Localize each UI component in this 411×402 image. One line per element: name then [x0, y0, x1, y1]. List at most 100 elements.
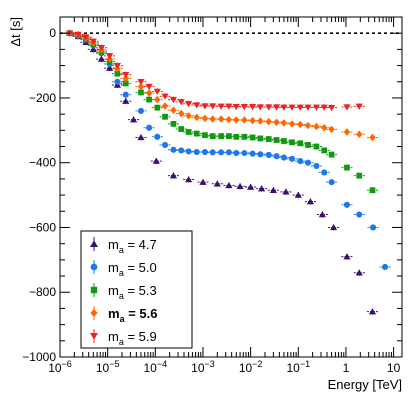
plot-frame [59, 16, 403, 358]
data-point [217, 115, 225, 123]
legend-entry-label: ma = 5.9 [108, 329, 157, 347]
y-tick-label: −800 [29, 285, 56, 299]
data-point [297, 158, 304, 165]
data-point [114, 70, 121, 77]
data-point [355, 269, 363, 276]
data-point [273, 118, 280, 127]
data-point [202, 132, 208, 139]
data-point [185, 129, 192, 135]
legend-entry-label: ma = 5.0 [108, 260, 157, 278]
data-point [343, 201, 351, 208]
data-point [106, 53, 114, 60]
data-point [129, 116, 138, 123]
data-point [273, 153, 280, 160]
data-point [153, 88, 161, 95]
data-point [122, 91, 129, 98]
data-point [328, 104, 336, 112]
data-point [193, 113, 200, 122]
data-point [343, 104, 351, 111]
data-point [89, 45, 97, 53]
data-point [209, 115, 216, 123]
data-point [306, 198, 315, 205]
data-point [328, 151, 335, 158]
data-point [305, 142, 311, 148]
data-point [321, 147, 328, 154]
data-point [225, 181, 233, 189]
data-point [282, 188, 290, 195]
data-point [114, 78, 121, 85]
data-point [257, 151, 264, 158]
data-point [249, 103, 257, 111]
data-point [369, 133, 376, 142]
data-point [233, 149, 240, 157]
data-point [272, 104, 281, 111]
y-tick-label: −400 [29, 156, 56, 170]
x-axis-label: Energy [TeV] [328, 377, 402, 392]
data-point [170, 120, 177, 127]
data-point [178, 147, 185, 154]
data-point [201, 103, 209, 110]
data-point [89, 38, 97, 45]
data-point [280, 154, 288, 161]
data-point [199, 178, 207, 185]
data-point [185, 111, 192, 120]
data-point [304, 104, 312, 111]
data-point [369, 187, 376, 194]
data-point [161, 102, 169, 110]
data-point [178, 109, 185, 118]
data-point [344, 164, 350, 171]
x-tick-label: 10−2 [239, 359, 263, 375]
data-point [304, 121, 312, 130]
legend-marker [90, 308, 98, 318]
data-point [122, 97, 130, 104]
data-point [209, 103, 217, 110]
data-point [256, 104, 264, 111]
data-point [113, 62, 121, 69]
data-point [225, 103, 233, 110]
data-point [169, 96, 178, 103]
data-point [185, 148, 192, 155]
data-point [154, 104, 161, 111]
data-point [356, 172, 363, 179]
data-point [312, 104, 321, 111]
data-point [273, 137, 280, 143]
data-point [241, 116, 248, 124]
data-point [177, 99, 185, 106]
data-point [217, 103, 225, 110]
data-point [343, 253, 351, 260]
data-point [74, 31, 82, 38]
data-point [122, 80, 129, 87]
data-point [240, 103, 249, 111]
data-point [288, 104, 296, 111]
data-point [368, 308, 377, 315]
data-point [97, 45, 106, 52]
x-tick-label: 10−4 [144, 359, 168, 375]
data-point [161, 141, 169, 148]
data-point [313, 143, 320, 150]
x-tick-label: 10−5 [96, 359, 120, 375]
data-point [209, 133, 216, 140]
data-point [280, 119, 288, 127]
data-point [249, 150, 256, 157]
data-point [193, 130, 200, 137]
data-point [281, 138, 287, 144]
data-point [265, 136, 272, 142]
data-point [288, 120, 296, 128]
y-tick-label: −600 [29, 220, 56, 234]
data-point [225, 149, 232, 156]
data-point [185, 176, 193, 183]
data-point [201, 148, 209, 156]
data-point [209, 149, 216, 156]
legend-marker [90, 240, 98, 247]
series-layer [64, 29, 391, 315]
data-point [122, 74, 130, 83]
data-point [145, 83, 153, 91]
data-point [369, 224, 377, 231]
data-point [356, 211, 363, 218]
data-point [218, 149, 225, 156]
data-point [265, 151, 272, 159]
y-tick-label: −200 [29, 91, 56, 105]
data-point [249, 134, 256, 141]
data-point [265, 104, 273, 111]
data-point [138, 89, 144, 96]
